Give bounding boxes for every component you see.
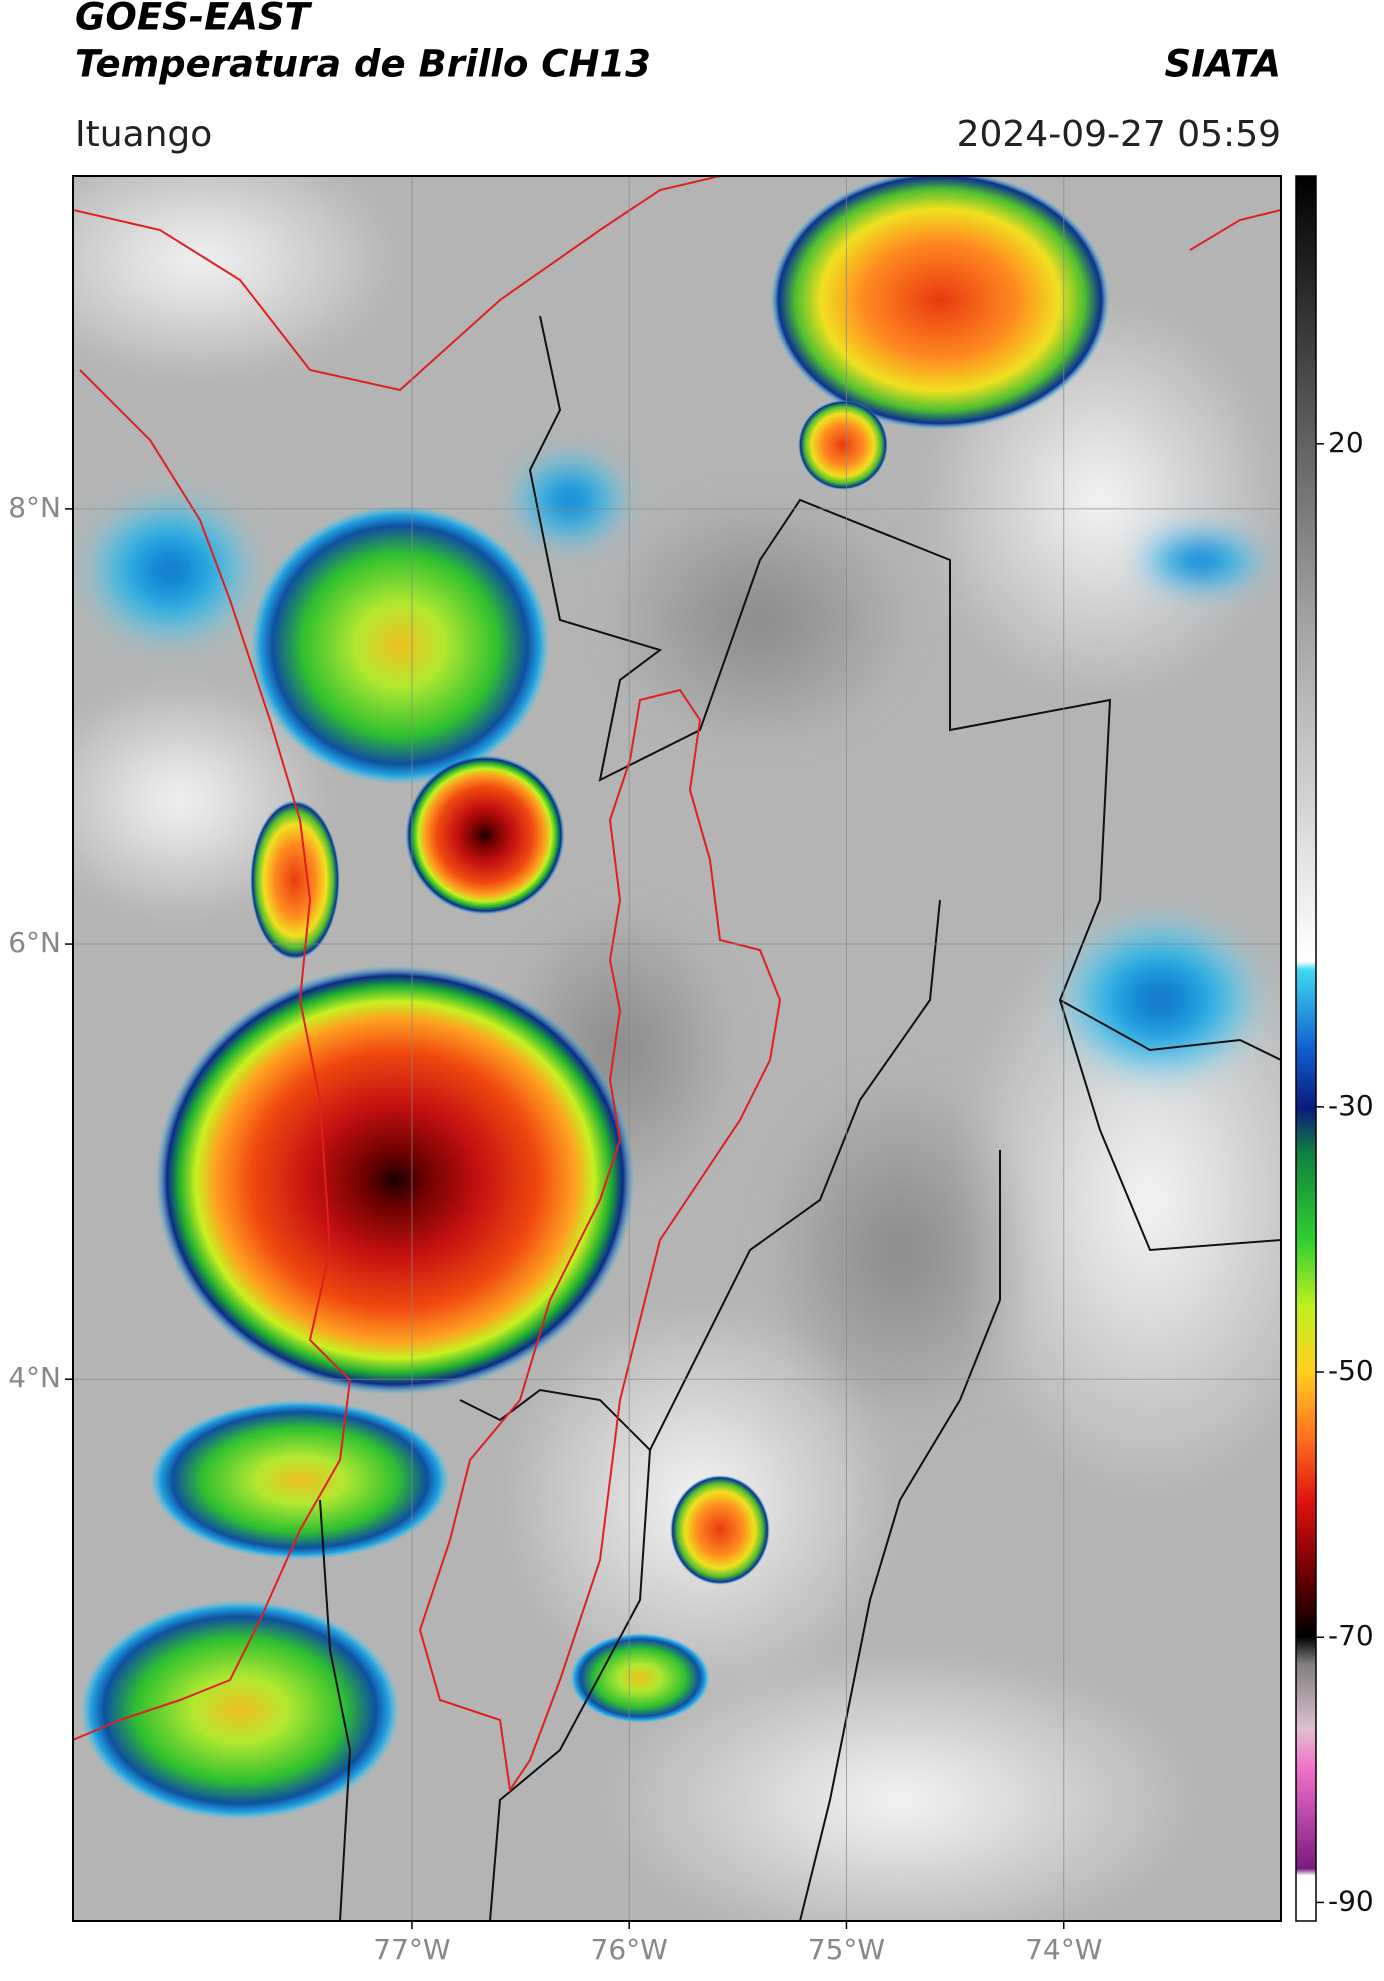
colorbar-tick-label: -70 [1328, 1619, 1374, 1652]
satellite-image [73, 176, 1281, 1921]
colorbar-tick-label: -50 [1328, 1354, 1374, 1387]
grid [73, 176, 1281, 1921]
location: Ituango [75, 114, 212, 155]
y-tick-label: 4°N [8, 1361, 61, 1394]
x-tick-label: 74°W [1025, 1933, 1102, 1966]
colorbar-tick-label: -30 [1328, 1089, 1374, 1122]
colorbar [1295, 175, 1317, 1922]
subtitle: Temperatura de Brillo CH13 [75, 43, 651, 86]
x-tick-label: 77°W [373, 1933, 450, 1966]
y-tick-label: 6°N [8, 926, 61, 959]
x-tick-label: 75°W [808, 1933, 885, 1966]
y-tick-label: 8°N [8, 491, 61, 524]
map-frame [72, 175, 1282, 1922]
colorbar-tick-label: 20 [1328, 426, 1364, 459]
colorbar-tick-label: -90 [1328, 1884, 1374, 1917]
title: GOES-EAST [75, 0, 313, 39]
x-tick-label: 76°W [591, 1933, 668, 1966]
source: SIATA [1164, 43, 1281, 86]
datetime: 2024-09-27 05:59 [957, 114, 1281, 155]
